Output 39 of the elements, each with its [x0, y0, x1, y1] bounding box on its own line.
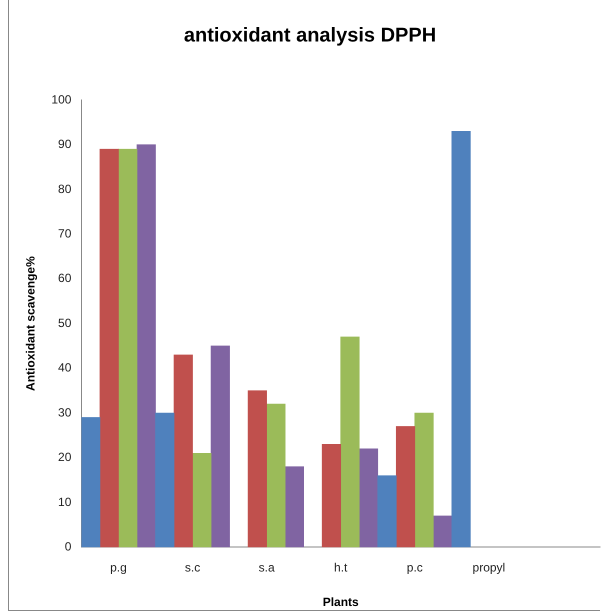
bar [192, 452, 212, 548]
bar [210, 346, 230, 548]
bar [284, 466, 304, 548]
y-tick-label: 100 [51, 92, 72, 106]
x-tick-label: s.a [258, 560, 275, 575]
bar [452, 130, 471, 548]
y-tick-label: 20 [58, 450, 72, 464]
chart-title: antioxidant analysis DPPH [184, 24, 436, 47]
y-tick-label: 0 [64, 540, 72, 554]
bar [155, 412, 174, 548]
bar [396, 426, 416, 548]
y-tick-label: 50 [58, 316, 72, 330]
x-tick-label: p.g [110, 560, 127, 575]
bar [322, 444, 342, 548]
bar [358, 448, 378, 548]
bar [81, 417, 100, 548]
x-axis-title: Plants [322, 595, 360, 610]
bar [266, 404, 286, 548]
y-tick-label: 40 [58, 360, 72, 375]
bar [118, 148, 138, 548]
bar [340, 336, 360, 548]
y-tick-label: 80 [58, 182, 72, 196]
bar [414, 412, 434, 548]
x-tick-label: propyl [472, 560, 506, 575]
x-tick-label: p.c [406, 560, 423, 575]
bar [377, 475, 397, 548]
bar [248, 390, 267, 548]
x-tick-label: s.c [184, 560, 200, 575]
bar [432, 516, 452, 548]
y-tick-label: 90 [58, 137, 72, 152]
y-tick-label: 10 [58, 494, 72, 509]
bar [100, 148, 119, 548]
y-tick-label: 60 [58, 271, 72, 286]
bar [136, 144, 156, 548]
y-tick-label: 30 [58, 405, 72, 420]
y-axis-title: Antioxidant scavenge% [24, 256, 38, 391]
bar [174, 354, 193, 548]
x-tick-label: h.t [334, 560, 348, 575]
y-tick-label: 70 [58, 226, 72, 240]
